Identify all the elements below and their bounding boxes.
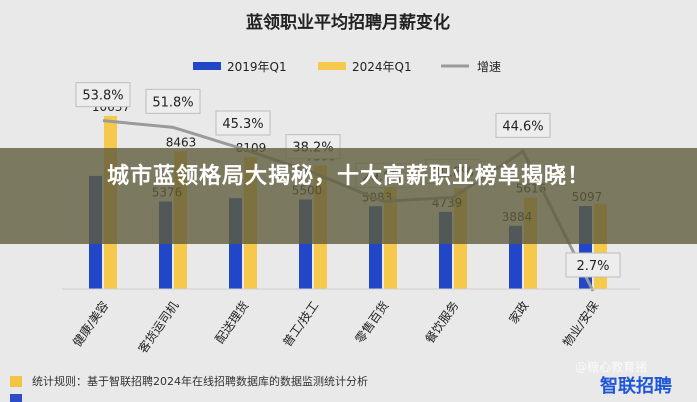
growth-label-box-1 bbox=[145, 88, 201, 114]
growth-label-0: 53.8% bbox=[82, 89, 123, 104]
x-tick-5: 餐饮服务 bbox=[422, 298, 462, 346]
growth-label-1: 51.8% bbox=[152, 95, 193, 110]
headline-band bbox=[0, 148, 697, 244]
legend-swatch-2019 bbox=[193, 62, 221, 70]
x-tick-1: 客货运司机 bbox=[135, 298, 182, 356]
footer-note: 统计规则：基于智联招聘2024年在线招聘数据库的数据监测统计分析 bbox=[32, 375, 368, 388]
growth-label-box-6 bbox=[495, 112, 551, 138]
headline-text: 城市蓝领格局大揭秘，十大高薪职业榜单揭晓！ bbox=[106, 164, 590, 189]
x-tick-6: 家政 bbox=[505, 298, 531, 326]
legend-swatch-2024 bbox=[318, 62, 346, 70]
legend-label-2019: 2019年Q1 bbox=[227, 60, 287, 74]
growth-label-2: 45.3% bbox=[222, 117, 263, 132]
x-tick-0: 健康/美容 bbox=[69, 298, 111, 349]
footer-legend-swatch-2 bbox=[10, 394, 22, 402]
legend: 2019年Q1 2024年Q1 增速 bbox=[193, 60, 501, 74]
growth-label-box-0 bbox=[75, 82, 131, 108]
x-tick-3: 普工/技工 bbox=[280, 299, 321, 350]
chart-title: 蓝领职业平均招聘月薪变化 bbox=[246, 12, 450, 33]
legend-label-2024: 2024年Q1 bbox=[352, 60, 412, 74]
bar-label-2024-1: 8463 bbox=[166, 135, 197, 149]
x-tick-7: 物业/安保 bbox=[559, 298, 601, 349]
growth-label-7: 2.7% bbox=[576, 259, 609, 274]
growth-label-box-2 bbox=[215, 110, 271, 136]
x-tick-2: 配送理货 bbox=[212, 298, 252, 346]
footer-legend-swatch bbox=[10, 376, 22, 387]
brand-logo: 智联招聘 bbox=[600, 376, 672, 397]
legend-label-growth: 增速 bbox=[477, 60, 501, 74]
growth-label-6: 44.6% bbox=[502, 119, 543, 134]
x-tick-4: 零售百货 bbox=[352, 298, 392, 346]
growth-label-box-7 bbox=[565, 252, 621, 278]
watermark: @糖心教育猪 bbox=[575, 360, 648, 374]
x-tick-labels: 健康/美容 客货运司机 配送理货 普工/技工 零售百货 餐饮服务 家政 物业/安保 bbox=[69, 298, 601, 356]
